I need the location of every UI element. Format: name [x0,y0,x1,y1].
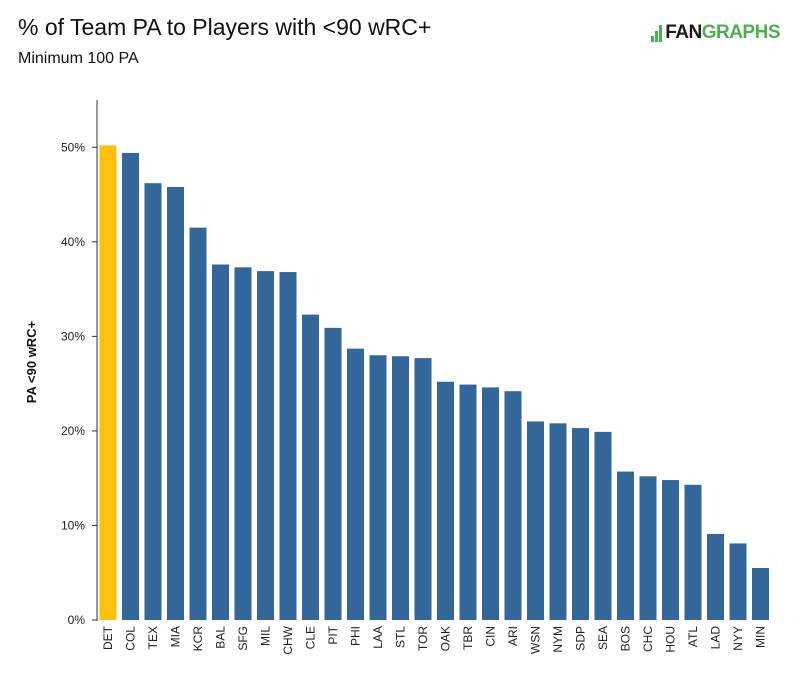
bar-tor [414,358,432,620]
bar-tex [144,183,162,620]
x-tick-label: TBR [461,626,475,650]
bar-nym [549,423,567,620]
bar-sdp [572,428,589,620]
bar-mil [257,271,274,620]
x-tick-label: ATL [686,626,700,647]
bar-sea [594,431,612,620]
x-tick-label: PHI [349,626,363,646]
y-tick-label: 40% [61,235,85,249]
x-tick-label: HOU [664,626,678,653]
bar-ari [504,391,522,620]
x-tick-label: MIL [259,626,273,646]
x-tick-label: DET [101,625,115,650]
bar-laa [369,355,387,620]
y-tick-label: 50% [61,140,85,154]
bar-tbr [459,384,477,620]
x-tick-label: NYM [551,626,565,653]
bar-sfg [234,267,252,620]
logo-text-graphs: GRAPHS [701,22,781,43]
x-tick-label: CIN [484,626,498,647]
bar-bal [212,264,229,620]
bar-atl [684,484,702,620]
x-tick-label: TOR [416,626,430,651]
logo-bars-icon [651,24,663,42]
x-tick-label: CHW [281,625,295,654]
x-tick-label: STL [394,626,408,648]
chart-title: % of Team PA to Players with <90 wRC+ [18,14,432,40]
bar-col [122,152,139,621]
bar-kcr [189,227,207,621]
logo-text-fan: FAN [665,22,702,43]
x-tick-label: MIN [754,626,768,648]
y-tick-label: 30% [61,329,85,343]
y-tick-label: 0% [68,613,86,627]
y-tick-label: 20% [61,424,85,438]
bar-nyy [729,543,747,620]
x-tick-label: OAK [439,626,453,651]
x-tick-label: TEX [146,626,160,649]
bar-lad [707,533,724,620]
fangraphs-logo: FAN GRAPHS [651,20,781,46]
bar-cin [482,387,499,620]
bar-hou [662,480,679,620]
x-tick-label: BOS [619,626,633,651]
x-tick-label: SFG [236,626,250,651]
x-tick-label: ARI [506,626,520,646]
bar-cle [302,314,319,620]
x-tick-label: CLE [304,626,318,649]
bar-oak [437,381,454,620]
x-tick-label: SEA [596,626,610,650]
bar-det [99,145,117,620]
bar-mia [167,186,184,620]
y-tick-label: 10% [61,518,85,532]
bar-phi [347,348,364,620]
y-axis-title: PA <90 wRC+ [24,320,39,403]
bar-wsn [527,421,544,620]
bar-min [752,568,769,620]
bar-chc [639,476,657,620]
x-tick-label: KCR [191,626,205,652]
x-tick-label: MIA [169,626,183,647]
x-tick-label: NYY [731,626,745,651]
bar-stl [392,356,409,620]
bar-chw [279,272,297,620]
x-tick-label: COL [124,626,138,651]
bar-pit [324,327,342,620]
x-tick-label: LAD [709,626,723,650]
bar-bos [617,471,634,620]
x-tick-label: WSN [529,626,543,654]
x-tick-label: CHC [641,626,655,652]
x-tick-label: LAA [371,626,385,649]
x-tick-label: BAL [214,626,228,649]
x-tick-label: PIT [326,625,340,644]
chart-subtitle: Minimum 100 PA [18,50,139,67]
x-tick-label: SDP [574,626,588,651]
